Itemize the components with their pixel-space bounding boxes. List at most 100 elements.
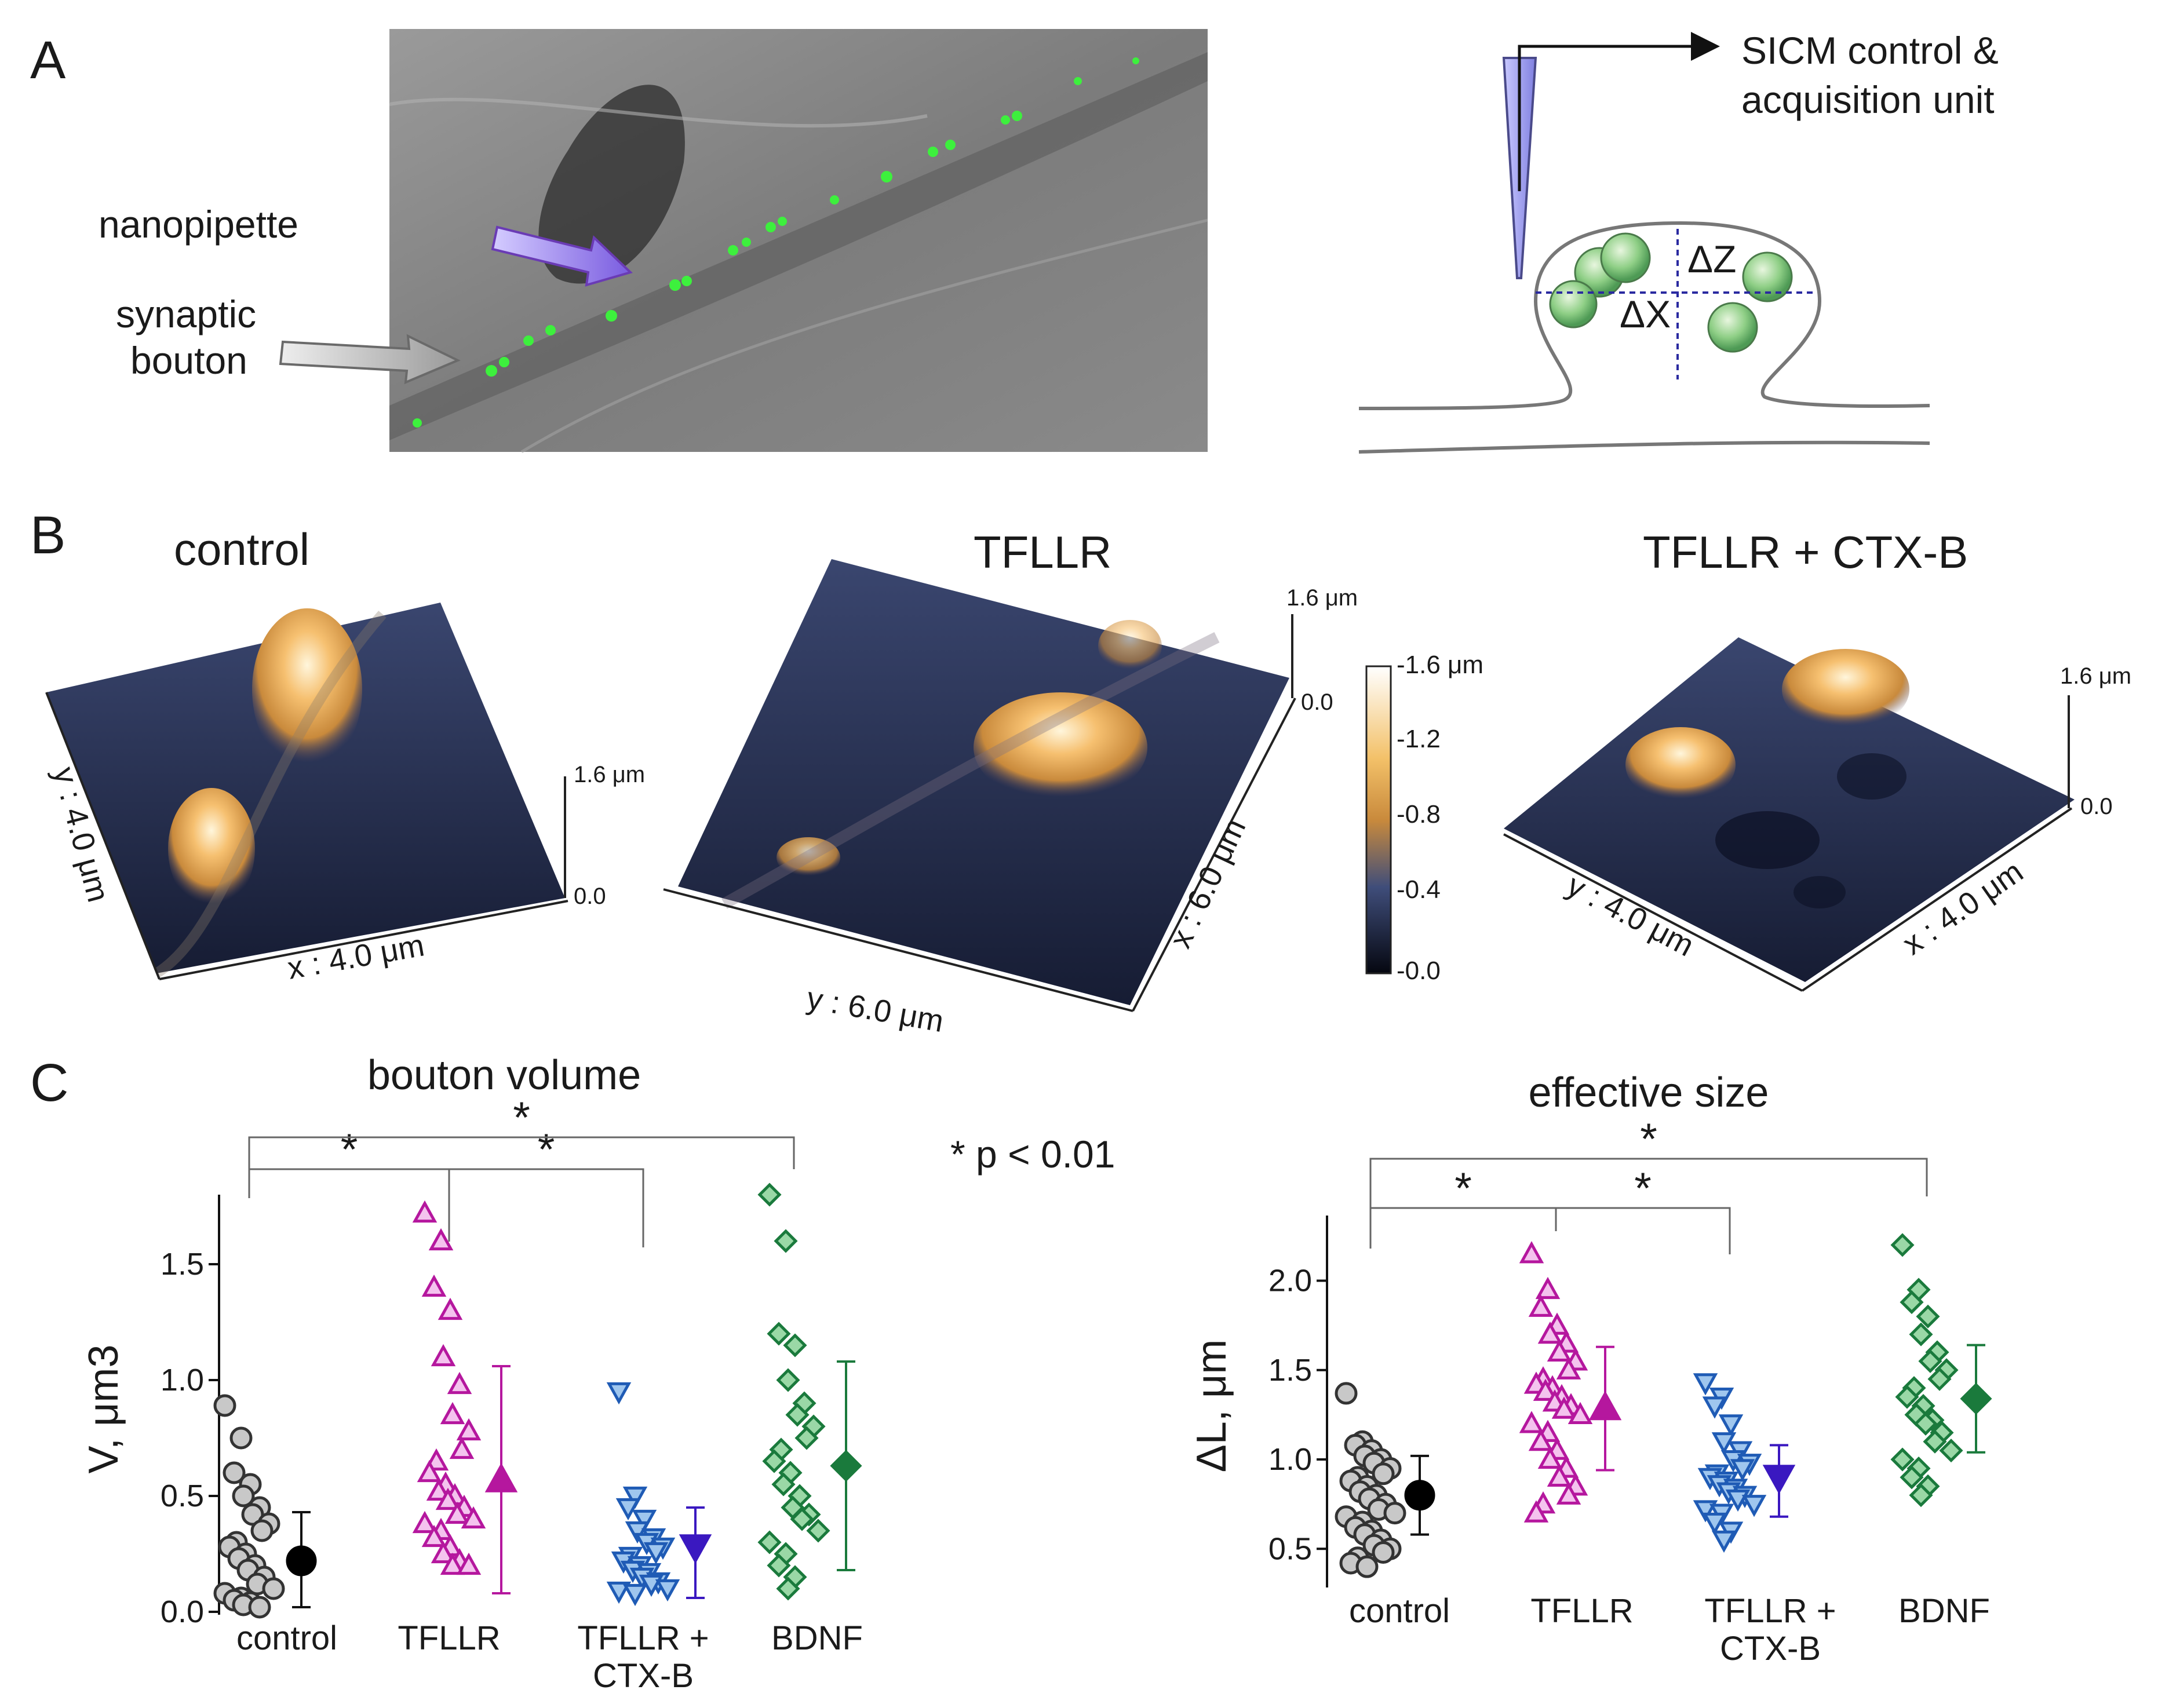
data-point: [1355, 1555, 1379, 1578]
chart-title: bouton volume: [367, 1052, 641, 1098]
data-point: [1718, 1414, 1744, 1437]
tfllr-z-top: 1.6 μm: [1286, 585, 1358, 611]
ctxb-z-top: 1.6 μm: [2060, 663, 2131, 689]
data-point: [428, 1228, 454, 1251]
colorbar-tick-4: -0.0: [1397, 957, 1441, 985]
data-point: [229, 1426, 253, 1450]
category-label-line2: CTX-B: [593, 1657, 694, 1695]
bouton-arrow: [279, 334, 461, 385]
series-control: [1335, 1382, 1435, 1578]
data-point: [1551, 1396, 1577, 1419]
category-label: control: [1349, 1592, 1450, 1630]
data-point: [774, 1229, 798, 1253]
data-point: [1900, 1465, 1924, 1490]
bouton-label-2: bouton: [130, 339, 247, 382]
data-point: [1939, 1439, 1963, 1463]
dz-label: ΔZ: [1687, 238, 1736, 280]
data-point: [456, 1418, 482, 1441]
data-point: [762, 1449, 786, 1473]
data-point: [435, 1487, 461, 1510]
data-point: [1900, 1290, 1924, 1315]
data-point: [250, 1519, 274, 1542]
data-point: [1730, 1459, 1755, 1481]
data-point: [625, 1521, 650, 1544]
data-point: [767, 1553, 791, 1578]
data-point: [1913, 1411, 1938, 1436]
category-label: TFLLR: [398, 1619, 500, 1657]
surface-control: [45, 603, 568, 980]
mean-marker: [1588, 1391, 1622, 1421]
mean-marker: [1762, 1465, 1796, 1495]
title-tfllr: TFLLR: [974, 527, 1111, 578]
colorbar-tick-0: -1.6 μm: [1397, 651, 1483, 679]
surface-tfllr-ctxb: [1503, 637, 2075, 992]
category-label: TFLLR: [1530, 1592, 1633, 1630]
panel-c-label: C: [30, 1053, 68, 1112]
dx-label: ΔX: [1620, 293, 1671, 335]
colorbar-tick-1: -1.2: [1397, 725, 1441, 753]
chart-title: effective size: [1529, 1070, 1769, 1116]
data-point: [1335, 1382, 1358, 1405]
data-point: [1890, 1447, 1915, 1472]
surface-tfllr: [663, 559, 1296, 1012]
series-tfllr-ctx-b: [1693, 1373, 1796, 1553]
data-point: [794, 1426, 819, 1450]
significance-note: * p < 0.01: [950, 1133, 1115, 1176]
y-tick-label: 1.5: [1268, 1353, 1312, 1388]
data-point: [1895, 1385, 1919, 1409]
category-label: TFLLR +: [1704, 1592, 1836, 1630]
significance-bracket: [1369, 1207, 1557, 1249]
nanopipette-label: nanopipette: [99, 203, 298, 246]
data-point: [1741, 1495, 1767, 1517]
data-point: [447, 1371, 472, 1395]
connection-line: [1518, 32, 1720, 191]
bouton-dots: [413, 57, 1139, 428]
bouton-outline: [1358, 221, 1930, 410]
data-point: [421, 1274, 447, 1297]
y-tick-label: 2.0: [1268, 1264, 1312, 1298]
category-label: BDNF: [1898, 1592, 1990, 1630]
mean-marker: [830, 1450, 862, 1482]
series-bdnf: [757, 1183, 862, 1601]
y-tick-label: 1.0: [161, 1363, 204, 1397]
data-point: [213, 1394, 236, 1417]
data-point: [622, 1486, 648, 1509]
data-point: [1916, 1304, 1940, 1329]
significance-star: *: [1455, 1164, 1472, 1213]
data-point: [461, 1506, 486, 1529]
data-point: [806, 1519, 830, 1543]
colorbar-tick-3: -0.4: [1397, 875, 1441, 904]
significance-bracket: [248, 1136, 795, 1195]
ctxb-z-bottom: 0.0: [2080, 794, 2113, 819]
data-point: [421, 1524, 447, 1548]
title-control: control: [174, 524, 309, 575]
data-point: [1533, 1378, 1558, 1401]
data-point: [1528, 1294, 1554, 1317]
title-tfllr-ctxb: TFLLR + CTX-B: [1643, 527, 1968, 578]
unit-label-2: acquisition unit: [1741, 78, 1995, 121]
y-axis-label: ΔL, μm: [1189, 1340, 1235, 1473]
data-point: [790, 1507, 814, 1531]
significance-bracket: [1555, 1207, 1731, 1254]
data-point: [1547, 1464, 1572, 1487]
data-point: [632, 1509, 657, 1532]
data-point: [431, 1541, 456, 1564]
data-point: [444, 1501, 470, 1524]
panel-a-label: A: [30, 31, 66, 90]
data-point: [1556, 1482, 1581, 1505]
control-z-top: 1.6 μm: [574, 762, 645, 787]
tfllr-z-bottom: 0.0: [1301, 689, 1333, 715]
significance-star: *: [513, 1093, 530, 1143]
data-point: [1519, 1241, 1544, 1264]
data-point: [757, 1183, 782, 1207]
data-point: [776, 1368, 800, 1392]
data-point: [412, 1200, 438, 1223]
chart-effective-size: 0.5 1.0 1.5 2.0 ΔL, μm effective size control T…: [1189, 1070, 1992, 1667]
data-point: [1556, 1357, 1581, 1379]
data-point: [1909, 1322, 1933, 1346]
microscopy-image: [389, 29, 1208, 454]
data-point: [606, 1581, 632, 1604]
data-point: [1702, 1396, 1727, 1419]
data-point: [643, 1542, 669, 1565]
data-point: [767, 1322, 791, 1346]
